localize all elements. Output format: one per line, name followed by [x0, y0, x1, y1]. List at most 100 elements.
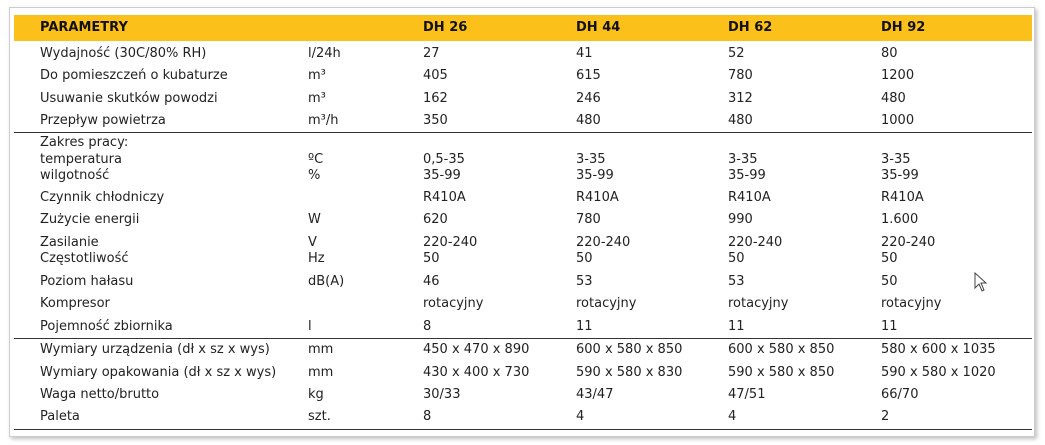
value: 41 [576, 46, 593, 61]
unit: mm [308, 342, 334, 357]
value: 27 [423, 46, 440, 61]
value: 220-240 [728, 235, 783, 250]
row-label: wilgotność [40, 168, 110, 183]
value: 35-99 [576, 168, 614, 183]
value: 46 [423, 274, 440, 289]
value: 780 [728, 68, 753, 83]
value: 53 [576, 274, 593, 289]
value: R410A [423, 190, 466, 205]
unit: V [308, 235, 317, 250]
unit: l/24h [308, 46, 341, 61]
value: 50 [576, 251, 593, 266]
value: 780 [576, 212, 601, 227]
unit: dB(A) [308, 274, 345, 289]
value: 0,5-35 [423, 152, 465, 167]
separator [14, 429, 1032, 430]
value: rotacyjny [881, 296, 942, 311]
value: 220-240 [423, 235, 478, 250]
value: 11 [728, 319, 745, 334]
column-header: DH 44 [576, 20, 621, 35]
value: 50 [881, 274, 898, 289]
value: 1000 [881, 113, 915, 128]
value: 580 x 600 x 1035 [881, 342, 996, 357]
value: 80 [881, 46, 898, 61]
value: 3-35 [881, 152, 911, 167]
column-header: PARAMETRY [40, 20, 128, 35]
value: 4 [728, 409, 737, 424]
row-label: Kompresor [40, 296, 110, 311]
unit: ºC [308, 152, 324, 167]
value: 50 [423, 251, 440, 266]
value: 4 [576, 409, 585, 424]
value: R410A [881, 190, 924, 205]
value: R410A [576, 190, 619, 205]
value: 480 [881, 91, 906, 106]
value: 53 [728, 274, 745, 289]
value: rotacyjny [728, 296, 789, 311]
value: rotacyjny [576, 296, 637, 311]
value: 47/51 [728, 387, 766, 402]
unit: % [308, 168, 321, 183]
row-label: Czynnik chłodniczy [40, 190, 165, 205]
unit: m³ [308, 91, 326, 106]
value: 43/47 [576, 387, 614, 402]
row-label: Wymiary urządzenia (dł x sz x wys) [40, 342, 270, 357]
row-label: Przepływ powietrza [40, 113, 166, 128]
value: 35-99 [423, 168, 461, 183]
value: 30/33 [423, 387, 461, 402]
value: 52 [728, 46, 745, 61]
value: 405 [423, 68, 448, 83]
value: 35-99 [728, 168, 766, 183]
unit: kg [308, 387, 324, 402]
value: 590 x 580 x 830 [576, 365, 683, 380]
value: 620 [423, 212, 448, 227]
value: 2 [881, 409, 890, 424]
value: 220-240 [576, 235, 631, 250]
value: 66/70 [881, 387, 919, 402]
value: 480 [576, 113, 601, 128]
value: 50 [881, 251, 898, 266]
unit: l [308, 319, 312, 334]
value: 3-35 [576, 152, 606, 167]
unit: Hz [308, 251, 325, 266]
value: 8 [423, 319, 432, 334]
unit: m³ [308, 68, 326, 83]
row-label: Zasilanie [40, 235, 99, 250]
value: 246 [576, 91, 601, 106]
row-label: Zakres pracy: [40, 135, 129, 150]
value: 3-35 [728, 152, 758, 167]
value: R410A [728, 190, 771, 205]
row-label: Poziom hałasu [40, 274, 134, 289]
separator [14, 338, 1032, 339]
row-label: Paleta [40, 409, 80, 424]
unit: m³/h [308, 113, 339, 128]
column-header: DH 92 [881, 20, 926, 35]
value: 1.600 [881, 212, 919, 227]
unit: szt. [308, 409, 331, 424]
row-label: temperatura [40, 152, 122, 167]
column-header: DH 26 [423, 20, 468, 35]
value: 50 [728, 251, 745, 266]
value: 220-240 [881, 235, 936, 250]
value: 600 x 580 x 850 [576, 342, 683, 357]
value: 990 [728, 212, 753, 227]
frame [9, 7, 1035, 437]
unit: mm [308, 365, 334, 380]
separator [14, 132, 1032, 133]
header-bar [14, 15, 1032, 41]
row-label: Zużycie energii [40, 212, 140, 227]
value: 312 [728, 91, 753, 106]
row-label: Waga netto/brutto [40, 387, 160, 402]
value: 480 [728, 113, 753, 128]
value: 430 x 400 x 730 [423, 365, 530, 380]
row-label: Do pomieszczeń o kubaturze [40, 68, 228, 83]
value: 600 x 580 x 850 [728, 342, 835, 357]
row-label: Wymiary opakowania (dł x sz x wys) [40, 365, 277, 380]
row-label: Częstotliwość [40, 251, 129, 266]
value: 590 x 580 x 850 [728, 365, 835, 380]
value: 350 [423, 113, 448, 128]
value: 11 [881, 319, 898, 334]
row-label: Usuwanie skutków powodzi [40, 91, 218, 106]
value: rotacyjny [423, 296, 484, 311]
